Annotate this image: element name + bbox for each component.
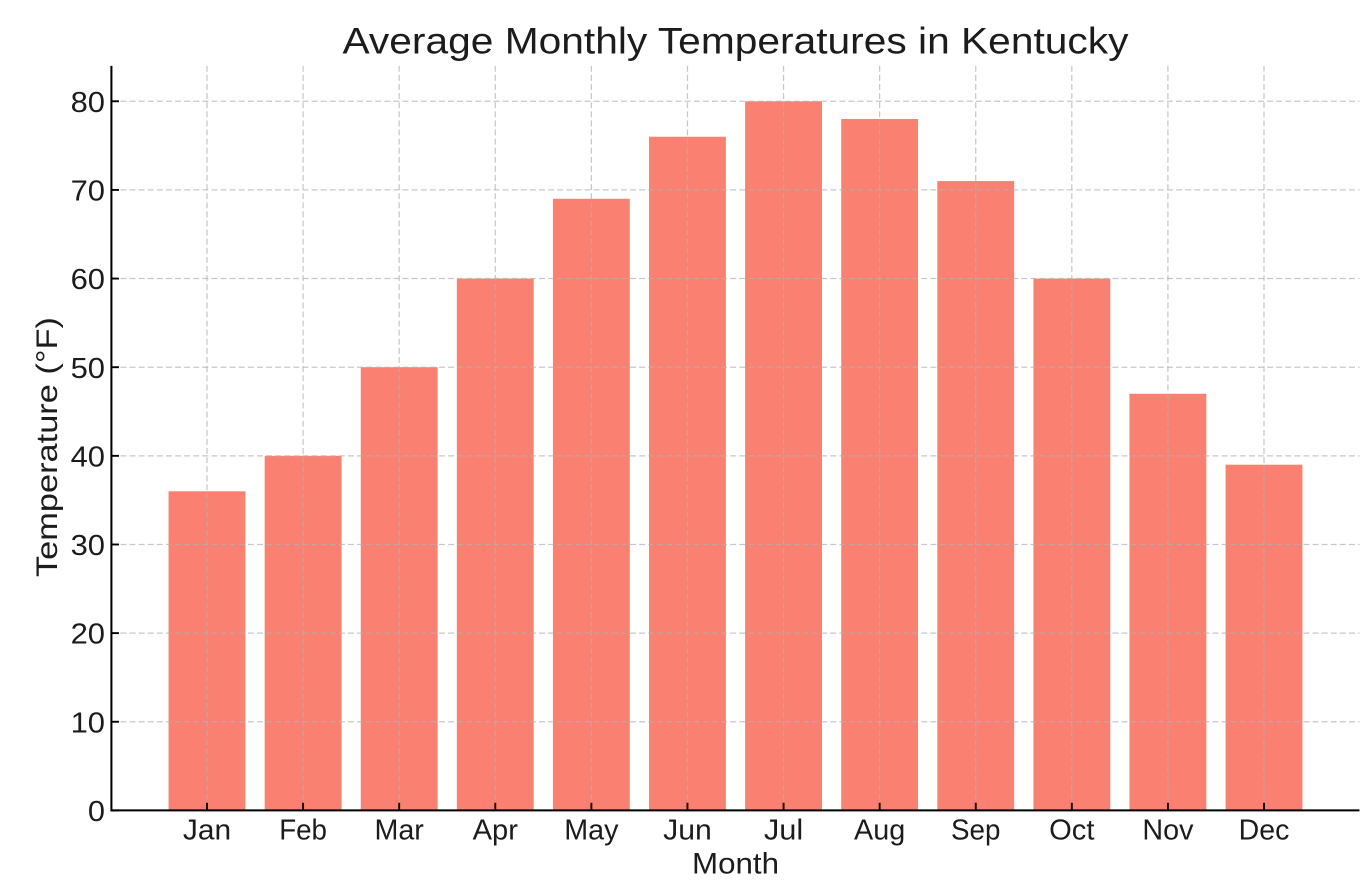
svg-text:Mar: Mar bbox=[374, 814, 424, 846]
svg-text:20: 20 bbox=[71, 619, 105, 651]
svg-text:50: 50 bbox=[71, 353, 105, 385]
svg-text:Feb: Feb bbox=[279, 814, 327, 846]
svg-text:Dec: Dec bbox=[1239, 814, 1290, 846]
svg-text:10: 10 bbox=[71, 707, 105, 739]
svg-text:70: 70 bbox=[71, 176, 105, 208]
svg-text:Average Monthly Temperatures i: Average Monthly Temperatures in Kentucky bbox=[343, 20, 1130, 61]
svg-text:60: 60 bbox=[71, 264, 105, 296]
svg-text:Jul: Jul bbox=[764, 814, 803, 846]
svg-text:40: 40 bbox=[71, 441, 105, 473]
svg-text:Month: Month bbox=[692, 848, 779, 881]
svg-text:Nov: Nov bbox=[1142, 814, 1194, 846]
svg-text:May: May bbox=[564, 814, 619, 846]
svg-text:Jan: Jan bbox=[183, 814, 231, 846]
svg-text:Jun: Jun bbox=[663, 814, 712, 846]
svg-text:Temperature (°F): Temperature (°F) bbox=[31, 317, 64, 577]
svg-text:Sep: Sep bbox=[951, 814, 1000, 846]
svg-text:0: 0 bbox=[88, 796, 105, 828]
svg-text:Apr: Apr bbox=[473, 814, 519, 846]
svg-text:Aug: Aug bbox=[854, 814, 905, 846]
svg-text:30: 30 bbox=[71, 530, 105, 562]
svg-text:80: 80 bbox=[71, 87, 105, 119]
svg-text:Oct: Oct bbox=[1049, 814, 1094, 846]
